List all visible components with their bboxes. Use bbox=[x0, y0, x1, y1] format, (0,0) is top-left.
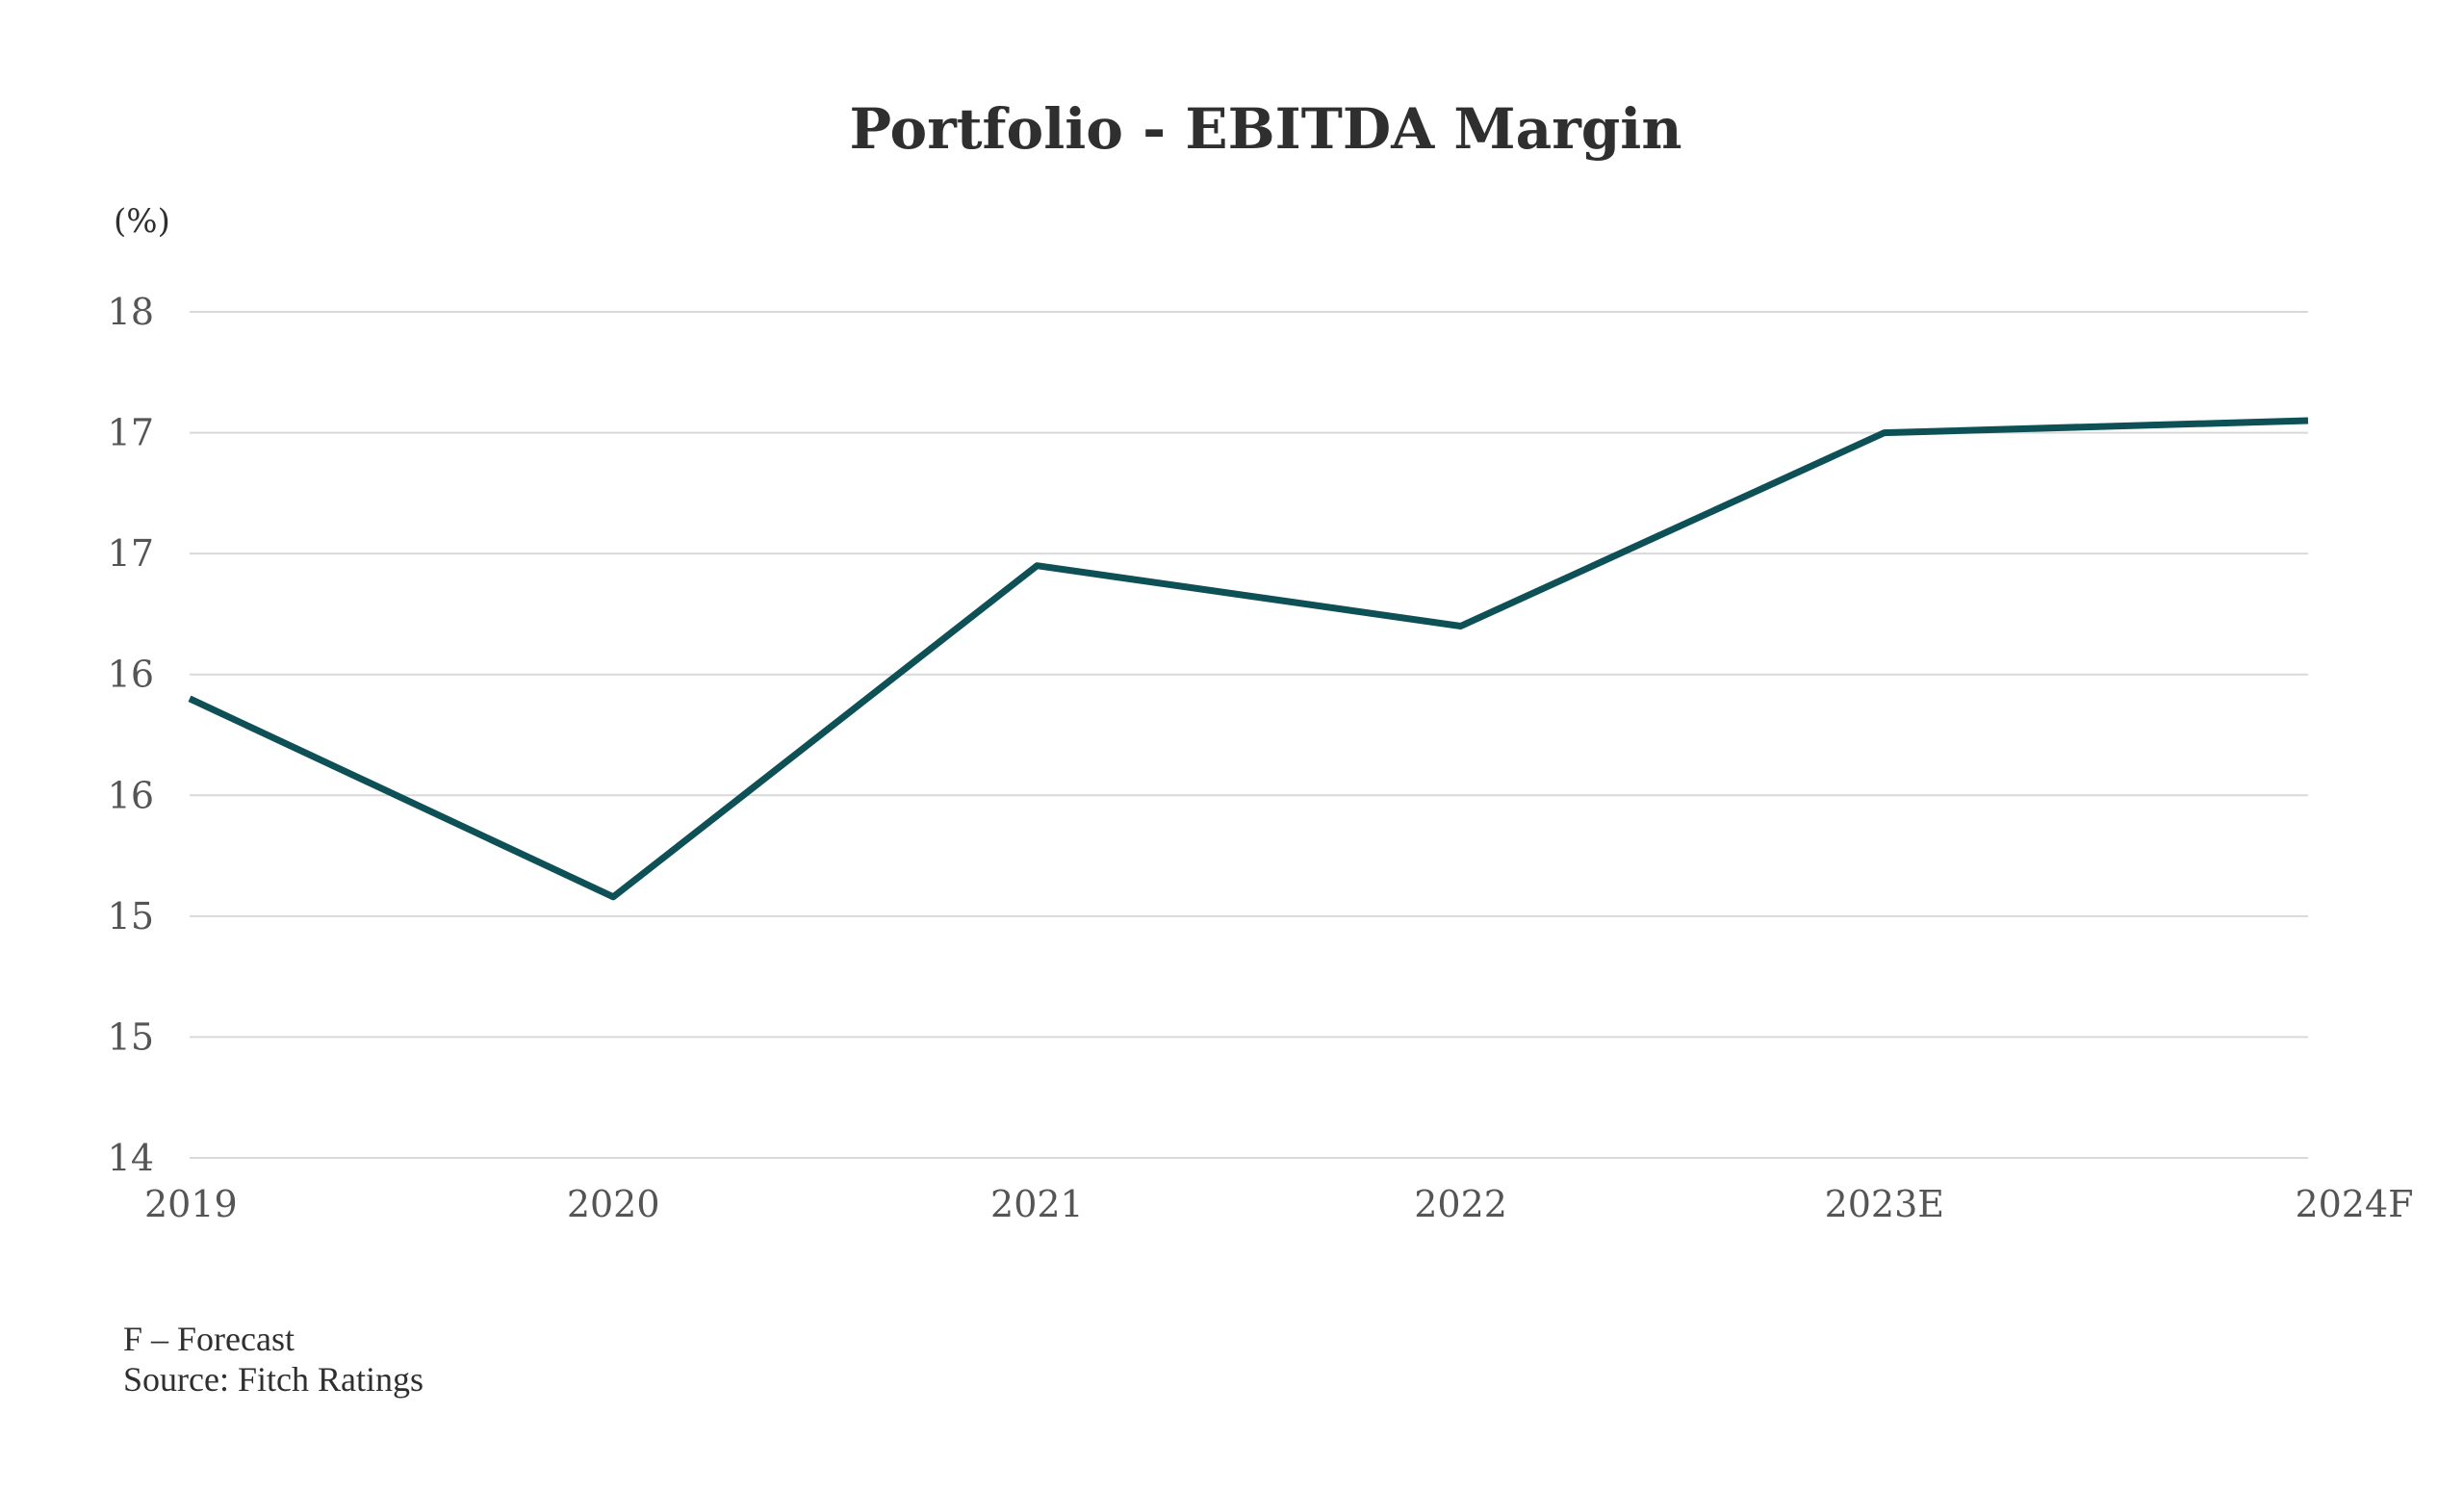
forecast-note: F – Forecast bbox=[123, 1320, 295, 1358]
x-tick-label-4: 2023E bbox=[1825, 1183, 1944, 1225]
source-note: Source: Fitch Ratings bbox=[123, 1360, 424, 1399]
x-tick-label-2: 2021 bbox=[990, 1183, 1084, 1225]
y-axis-unit-label: (%) bbox=[114, 202, 170, 241]
x-tick-label-5: 2024F bbox=[2295, 1183, 2413, 1225]
y-axis-tick-labels: 14 15 15 16 16 17 17 18 bbox=[108, 291, 154, 1179]
y-tick-label-2: 15 bbox=[108, 895, 154, 938]
x-axis-tick-labels: 2019 2020 2021 2022 2023E 2024F bbox=[144, 1183, 2414, 1225]
x-tick-label-0: 2019 bbox=[144, 1183, 238, 1225]
y-tick-label-5: 17 bbox=[108, 532, 154, 575]
series-group bbox=[188, 417, 2309, 901]
footnotes: F – Forecast Source: Fitch Ratings bbox=[123, 1319, 424, 1400]
x-tick-label-1: 2020 bbox=[567, 1183, 660, 1225]
series-line-0 bbox=[188, 417, 2309, 901]
x-tick-label-3: 2022 bbox=[1414, 1183, 1507, 1225]
y-tick-label-7: 18 bbox=[108, 291, 154, 333]
y-tick-label-6: 17 bbox=[108, 412, 154, 454]
gridlines bbox=[190, 311, 2308, 1159]
y-tick-label-3: 16 bbox=[108, 774, 154, 816]
y-tick-label-0: 14 bbox=[108, 1137, 154, 1179]
chart-title: Portfolio - EBITDA Margin bbox=[849, 96, 1682, 162]
y-tick-label-1: 15 bbox=[108, 1015, 154, 1058]
y-tick-label-4: 16 bbox=[108, 654, 154, 696]
